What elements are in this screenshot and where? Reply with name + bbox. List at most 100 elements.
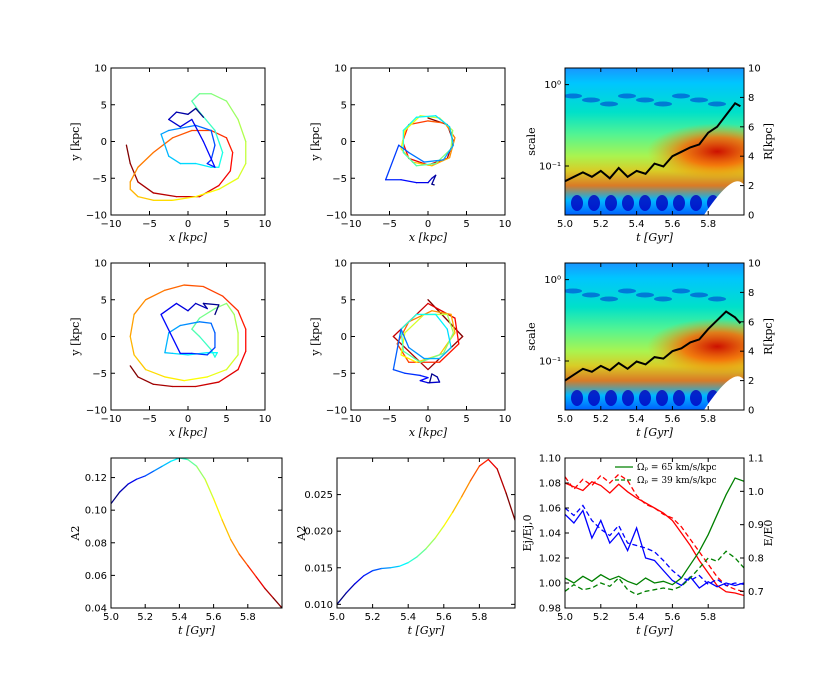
y2-axis-label: E/E0 — [762, 520, 775, 547]
series-5 — [565, 550, 744, 596]
heatmap-band — [672, 288, 690, 294]
heatmap-band — [636, 292, 654, 298]
axes-frame — [350, 67, 506, 216]
x-tick-label: 5.4 — [629, 414, 645, 425]
series-segment — [225, 100, 239, 121]
x-tick-label: 5.4 — [629, 219, 645, 230]
panel-p4: −10 −5 0 5 10 −10 −5 0 5 10 x [kpc] y [kpc] — [69, 259, 271, 440]
series-1 — [565, 473, 744, 593]
y-tick-label: 10 — [94, 259, 107, 270]
x-tick-label: −5 — [382, 414, 397, 425]
x-tick-label: 0 — [185, 414, 191, 425]
x-tick-label: 5.8 — [700, 612, 716, 623]
y-axis-label: y [kpc] — [309, 122, 322, 161]
y-tick-label: −10 — [326, 406, 347, 417]
y-tick-label: 0.08 — [85, 538, 107, 549]
plot-area-p3 — [565, 68, 744, 215]
y-tick-label: −5 — [92, 174, 107, 185]
series-segment — [204, 478, 215, 500]
series-segment — [179, 124, 197, 129]
x-axis-label: x [kpc] — [169, 231, 208, 244]
x-axis-label: t [Gyr] — [636, 231, 673, 244]
series-segment — [434, 525, 445, 540]
series-segment — [206, 346, 216, 356]
x-tick-label: 5.4 — [171, 612, 187, 623]
series-segment — [198, 335, 212, 351]
y-tick-label: 10⁻¹ — [539, 357, 561, 368]
series-segment — [371, 567, 383, 572]
series-segment — [153, 465, 163, 472]
series-segment — [168, 118, 181, 128]
x-tick-label: 5.6 — [436, 612, 452, 623]
series-segment — [427, 302, 456, 319]
heatmap-cone — [639, 390, 651, 406]
heatmap-cone — [622, 195, 634, 211]
series-segment — [171, 129, 193, 139]
series-segment — [187, 458, 198, 467]
series-segment — [212, 498, 223, 521]
series-segment — [419, 374, 429, 379]
x-tick-label: 5.0 — [557, 219, 573, 230]
y-tick-label: 10⁰ — [544, 80, 561, 91]
series-4 — [565, 477, 744, 586]
series-segment — [448, 126, 455, 146]
series-segment — [191, 317, 201, 330]
y2-tick-label: 4 — [748, 347, 754, 358]
series-segment — [402, 116, 418, 132]
x-tick-label: 5.2 — [137, 612, 153, 623]
series-segment — [133, 354, 147, 371]
x-tick-label: 5.0 — [329, 612, 345, 623]
series-segment — [460, 480, 472, 498]
y-tick-label: 10⁻¹ — [539, 162, 561, 173]
series-segment — [225, 354, 239, 371]
heatmap-cone — [622, 390, 634, 406]
y-tick-label: −10 — [86, 406, 107, 417]
x-axis-label: x [kpc] — [409, 231, 448, 244]
y-tick-label: −10 — [86, 211, 107, 222]
series-segment — [431, 373, 438, 378]
series-segment — [137, 151, 155, 168]
x-tick-label: 5 — [463, 219, 469, 230]
heatmap-mask — [704, 181, 744, 215]
x-tick-label: 10 — [499, 219, 512, 230]
y-tick-label: 0.025 — [304, 490, 333, 501]
series-segment — [389, 565, 400, 569]
heatmap-band — [618, 93, 636, 99]
y-axis-label: A2 — [295, 526, 308, 542]
x-tick-label: 5.8 — [240, 612, 256, 623]
x-tick-label: 5 — [223, 414, 229, 425]
series-segment — [164, 352, 174, 355]
x-tick-label: 5.0 — [557, 414, 573, 425]
series-segment — [404, 313, 425, 334]
heatmap-peak — [647, 123, 744, 180]
y2-tick-label: 10 — [748, 259, 761, 270]
x-tick-label: −5 — [142, 219, 157, 230]
series-segment — [380, 567, 392, 570]
panel-p6: 5.0 5.2 5.4 5.6 5.8 10⁻¹ 10⁰ 0 2 4 6 8 10 t [Gyr] scal… — [525, 259, 775, 440]
series-segment — [431, 183, 435, 186]
x-axis-label: t [Gyr] — [408, 624, 445, 637]
heatmap-cone — [690, 390, 702, 406]
series-segment — [423, 159, 445, 163]
series-segment — [419, 352, 445, 363]
y2-tick-label: 0.8 — [748, 554, 764, 565]
series-segment — [402, 151, 418, 167]
x-tick-label: 5.6 — [206, 612, 222, 623]
series-segment — [129, 313, 135, 338]
y-tick-label: 0 — [101, 137, 107, 148]
axes-frame — [564, 262, 745, 411]
y-tick-label: 10⁰ — [544, 275, 561, 286]
series-segment — [202, 285, 224, 297]
series-segment — [183, 284, 205, 288]
heatmap-cone — [690, 195, 702, 211]
heatmap-band — [582, 97, 600, 103]
panel-p1: −10 −5 0 5 10 −10 −5 0 5 10 x [kpc] y [kpc] — [69, 64, 271, 245]
x-axis-label: x [kpc] — [409, 426, 448, 439]
x-tick-label: 5.0 — [103, 612, 119, 623]
y-axis-label: scale — [525, 322, 538, 350]
x-tick-label: 5.2 — [593, 219, 609, 230]
x-axis-label: t [Gyr] — [636, 624, 673, 637]
heatmap-band — [708, 101, 726, 107]
y-tick-label: 10 — [334, 64, 347, 75]
series-segment — [175, 302, 189, 312]
